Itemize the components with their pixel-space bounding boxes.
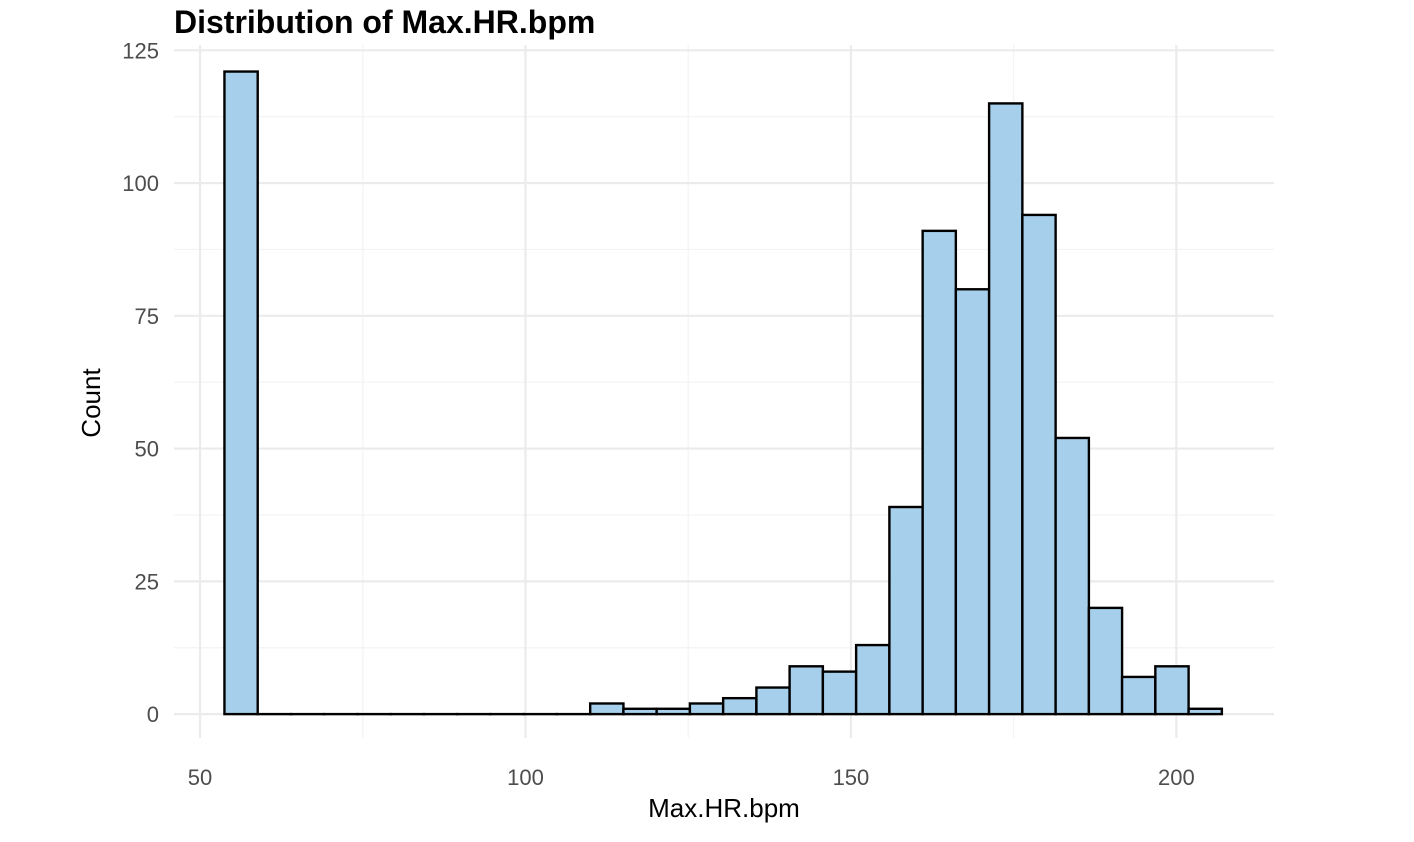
histogram-bar <box>821 670 858 716</box>
histogram-bar <box>721 696 758 716</box>
y-axis-ticks: 0 25 50 75 100 125 <box>122 38 159 727</box>
y-tick-label: 100 <box>122 171 159 196</box>
y-tick-label: 25 <box>135 569 159 594</box>
y-tick-label: 0 <box>147 702 159 727</box>
x-tick-label: 100 <box>507 765 544 790</box>
histogram-bar <box>688 702 725 716</box>
x-tick-label: 150 <box>833 765 870 790</box>
histogram-bar <box>1120 675 1157 716</box>
histogram-bar <box>921 229 958 716</box>
y-tick-label: 125 <box>122 38 159 63</box>
y-tick-label: 75 <box>135 304 159 329</box>
x-tick-label: 200 <box>1158 765 1195 790</box>
histogram-bar <box>1187 707 1224 716</box>
histogram-bar <box>1021 213 1057 716</box>
histogram-bar <box>1054 436 1091 716</box>
histogram-bar <box>1087 606 1124 716</box>
histogram-bar <box>888 505 924 716</box>
histogram-bar <box>954 288 991 716</box>
y-tick-label: 50 <box>135 437 159 462</box>
histogram-bars <box>223 70 1224 716</box>
chart-title: Distribution of Max.HR.bpm <box>174 4 595 40</box>
histogram-bar <box>854 643 891 716</box>
histogram-bar <box>622 707 658 716</box>
histogram-bar <box>223 70 259 716</box>
x-axis-title: Max.HR.bpm <box>648 793 800 823</box>
y-axis-title: Count <box>76 368 106 438</box>
x-tick-label: 50 <box>188 765 212 790</box>
histogram-bar <box>755 686 791 716</box>
histogram-bar <box>987 102 1024 716</box>
histogram-bar <box>788 665 825 716</box>
histogram-bar <box>1154 665 1190 716</box>
histogram-bar <box>655 707 692 716</box>
x-axis-ticks: 50 100 150 200 <box>188 765 1195 790</box>
histogram-bar <box>588 702 625 716</box>
